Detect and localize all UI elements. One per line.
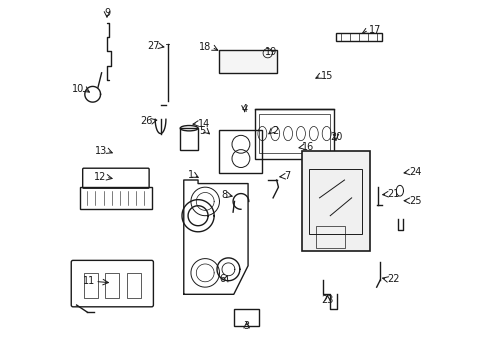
Text: 21: 21 — [386, 189, 399, 199]
Text: 3: 3 — [243, 321, 249, 331]
Text: 27: 27 — [147, 41, 159, 51]
Bar — [219, 50, 276, 73]
Text: 6: 6 — [219, 274, 225, 284]
Text: 20: 20 — [329, 132, 342, 142]
Bar — [219, 130, 262, 173]
Text: 14: 14 — [198, 118, 210, 129]
Bar — [233, 309, 258, 327]
Bar — [80, 187, 151, 208]
Text: 12: 12 — [93, 172, 106, 182]
Bar — [315, 226, 344, 248]
Text: 23: 23 — [321, 295, 333, 305]
Text: 16: 16 — [302, 142, 314, 152]
Text: 24: 24 — [408, 167, 420, 177]
Text: 25: 25 — [408, 196, 421, 206]
Text: 17: 17 — [368, 25, 381, 35]
Text: 4: 4 — [241, 104, 247, 113]
Bar — [83, 273, 98, 298]
Text: 1: 1 — [187, 170, 193, 180]
Text: 15: 15 — [320, 71, 333, 81]
Text: 2: 2 — [272, 126, 278, 136]
Text: 9: 9 — [103, 8, 110, 18]
Bar — [180, 128, 198, 150]
Bar — [301, 152, 369, 251]
Text: 5: 5 — [199, 126, 205, 136]
Text: 10: 10 — [72, 84, 84, 94]
Text: 26: 26 — [140, 116, 152, 126]
Bar — [255, 109, 333, 158]
Bar — [105, 273, 119, 298]
Bar — [126, 273, 141, 298]
Text: 7: 7 — [283, 171, 289, 181]
Text: 18: 18 — [199, 42, 211, 52]
Text: 8: 8 — [221, 190, 227, 200]
Bar — [258, 114, 329, 153]
Text: 11: 11 — [83, 276, 95, 287]
Text: 13: 13 — [95, 146, 107, 156]
Bar — [308, 169, 362, 234]
Text: 19: 19 — [264, 47, 277, 57]
Text: 22: 22 — [386, 274, 399, 284]
Bar — [335, 33, 381, 41]
